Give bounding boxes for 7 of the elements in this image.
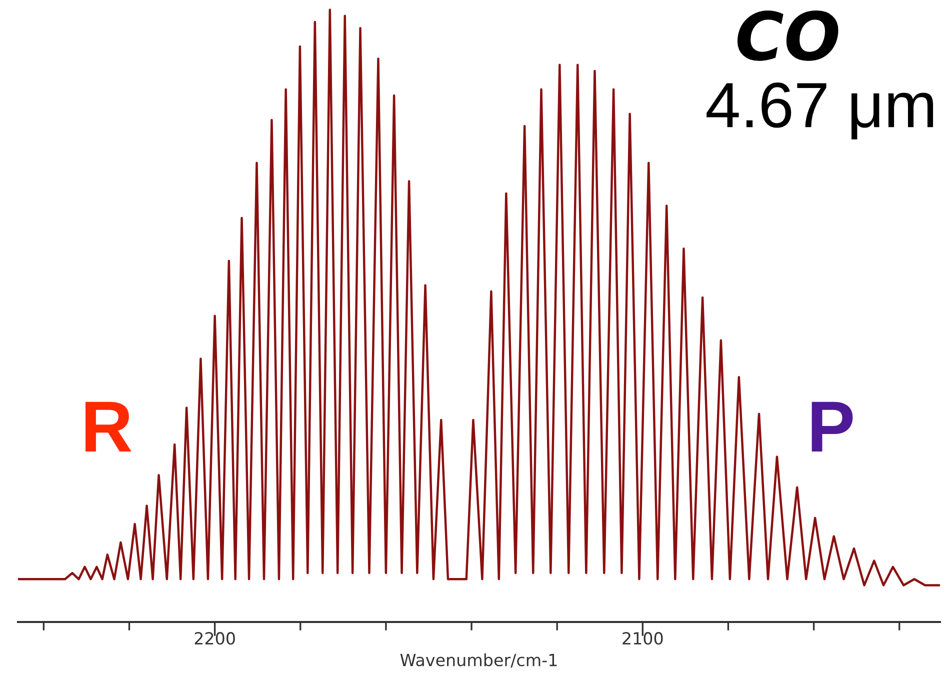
text: 4.67 μm — [706, 82, 934, 140]
x-axis-title: Wavenumber/cm-1 — [400, 653, 557, 668]
annotation: P — [812, 402, 853, 452]
x-tick-label: 2200 — [194, 632, 235, 645]
x-tick-label: 2100 — [622, 632, 663, 645]
chart-title: CO — [737, 10, 838, 61]
annotation: R — [86, 402, 132, 452]
